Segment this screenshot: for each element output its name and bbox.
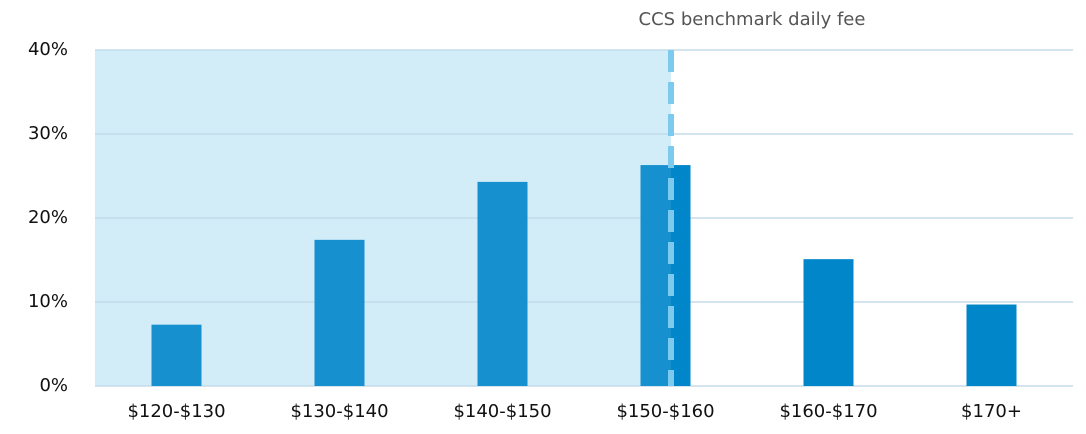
bar [314, 239, 365, 386]
y-tick-label: 20% [28, 207, 68, 228]
x-tick-label: $150-$160 [616, 401, 714, 422]
bar [803, 259, 854, 386]
y-tick-label: 40% [28, 39, 68, 60]
bar [966, 304, 1017, 386]
x-tick-label: $130-$140 [290, 401, 388, 422]
x-tick-label: $160-$170 [779, 401, 877, 422]
x-tick-label: $170+ [961, 401, 1022, 422]
annotation: CCS benchmark daily fee [639, 9, 866, 30]
bar [640, 165, 691, 386]
x-tick-label: $140-$150 [453, 401, 551, 422]
x-tick-label: $120-$130 [127, 401, 225, 422]
y-tick-label: 30% [28, 123, 68, 144]
bar [151, 324, 202, 386]
y-tick-label: 10% [28, 291, 68, 312]
bar [477, 181, 528, 386]
y-tick-label: 0% [39, 375, 68, 396]
benchmark-overlay [95, 50, 671, 386]
